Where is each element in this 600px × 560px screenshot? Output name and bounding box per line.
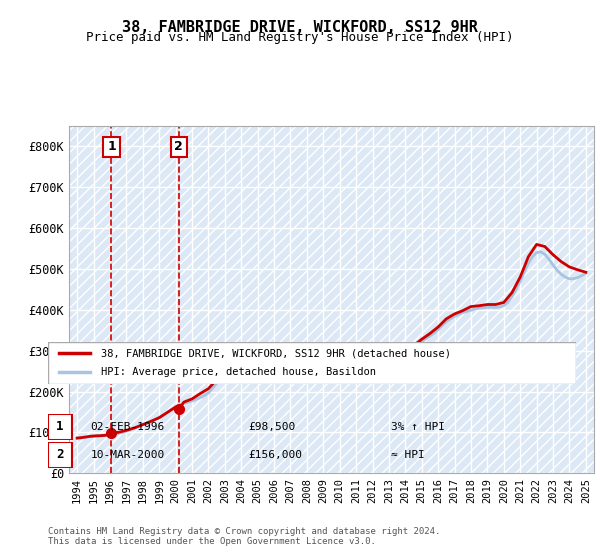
Bar <box>48 414 72 440</box>
Text: ≈ HPI: ≈ HPI <box>391 450 425 460</box>
Text: 10-MAR-2000: 10-MAR-2000 <box>90 450 164 460</box>
Bar <box>48 442 72 468</box>
Text: 38, FAMBRIDGE DRIVE, WICKFORD, SS12 9HR: 38, FAMBRIDGE DRIVE, WICKFORD, SS12 9HR <box>122 20 478 35</box>
Text: 38, FAMBRIDGE DRIVE, WICKFORD, SS12 9HR (detached house): 38, FAMBRIDGE DRIVE, WICKFORD, SS12 9HR … <box>101 348 451 358</box>
Text: £156,000: £156,000 <box>248 450 302 460</box>
Text: 1: 1 <box>107 141 116 153</box>
Text: £98,500: £98,500 <box>248 422 296 432</box>
Text: 1: 1 <box>56 421 64 433</box>
Text: 2: 2 <box>56 449 64 461</box>
Text: HPI: Average price, detached house, Basildon: HPI: Average price, detached house, Basi… <box>101 367 376 377</box>
Text: 02-FEB-1996: 02-FEB-1996 <box>90 422 164 432</box>
Text: Contains HM Land Registry data © Crown copyright and database right 2024.
This d: Contains HM Land Registry data © Crown c… <box>48 526 440 546</box>
Text: 2: 2 <box>175 141 183 153</box>
Text: 3% ↑ HPI: 3% ↑ HPI <box>391 422 445 432</box>
Text: Price paid vs. HM Land Registry's House Price Index (HPI): Price paid vs. HM Land Registry's House … <box>86 31 514 44</box>
